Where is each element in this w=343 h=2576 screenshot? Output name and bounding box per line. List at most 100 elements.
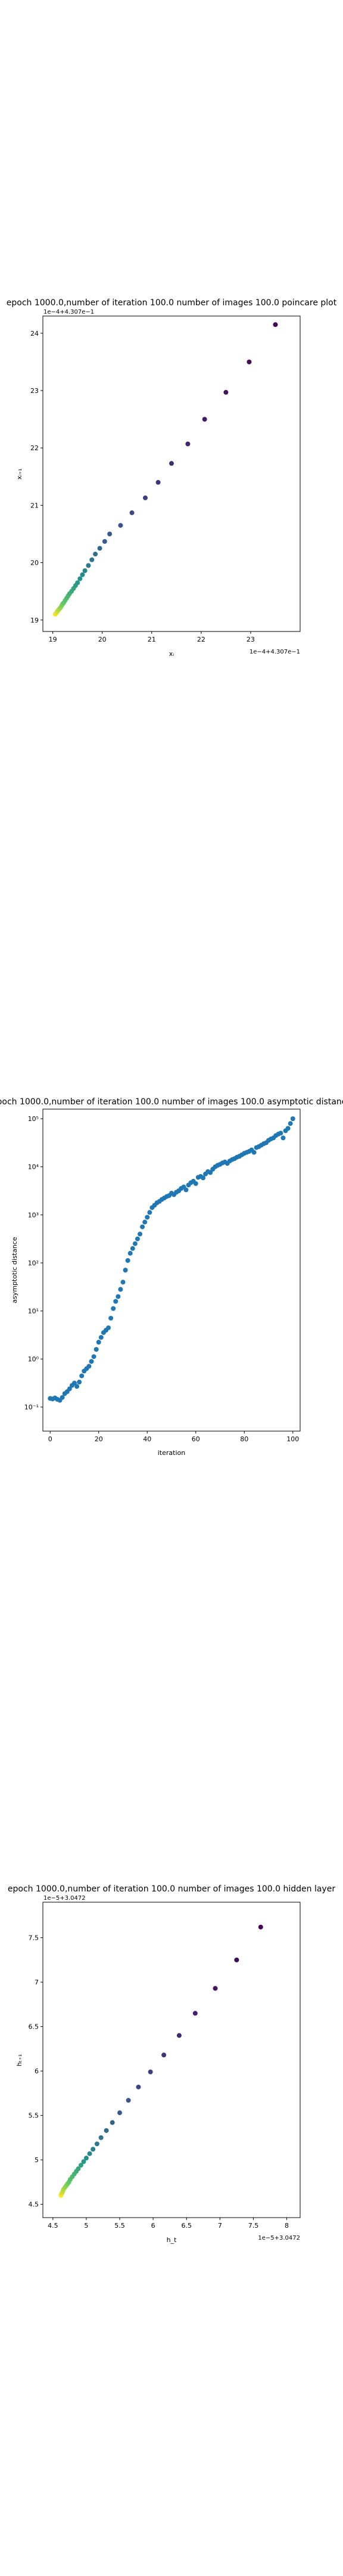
data-point: [94, 2141, 99, 2147]
data-point: [74, 1384, 80, 1389]
y-tick-label: 10³: [28, 1211, 39, 1219]
y-tick-label: 7.5: [29, 1934, 39, 1942]
data-point: [123, 1268, 128, 1272]
data-point: [185, 441, 191, 447]
data-point: [285, 1126, 291, 1131]
data-point: [98, 1335, 104, 1340]
y-tick-label: 6.5: [29, 2023, 39, 2031]
data-point: [273, 322, 278, 327]
data-point: [60, 1395, 65, 1400]
chart-title: epoch 1000.0,number of iteration 100.0 n…: [0, 1097, 343, 1107]
x-tick-label: 23: [247, 636, 255, 643]
data-point: [71, 1380, 77, 1386]
data-point: [192, 2011, 198, 2016]
data-point: [278, 1131, 283, 1136]
data-point: [107, 531, 113, 537]
data-point: [91, 2147, 96, 2152]
data-point: [102, 538, 107, 544]
data-point: [108, 1315, 114, 1321]
hidden-layer-chart: epoch 1000.0,number of iteration 100.0 n…: [8, 1884, 335, 2244]
x-tick-label: 5: [84, 2222, 88, 2230]
y-tick-label: 20: [30, 559, 39, 567]
y-tick-label: 24: [30, 330, 39, 338]
data-point: [75, 580, 80, 586]
x-scale-offset-label: 1e−4+4.307e−1: [250, 649, 300, 655]
x-tick-label: 60: [192, 1435, 200, 1443]
data-point: [138, 1231, 143, 1237]
x-tick-label: 21: [148, 636, 156, 643]
data-point: [113, 1299, 119, 1304]
data-point: [97, 546, 102, 551]
data-point: [140, 1224, 145, 1230]
x-tick-label: 8: [285, 2222, 289, 2230]
data-point: [258, 1924, 263, 1930]
corner-offset-label: 1e−5+3.0472: [43, 1895, 86, 1902]
data-point: [251, 1150, 257, 1155]
data-point: [82, 568, 88, 574]
data-point: [145, 1215, 150, 1220]
y-axis-label: asymptotic distance: [11, 1237, 18, 1303]
y-tick-label: 22: [30, 444, 39, 452]
data-point: [78, 2163, 83, 2168]
x-tick-label: 7: [218, 2222, 222, 2230]
y-tick-label: 21: [30, 501, 39, 509]
data-point: [98, 2135, 104, 2140]
data-point: [79, 1373, 85, 1379]
x-axis-label: h_t: [167, 2236, 177, 2244]
data-point: [136, 2084, 141, 2089]
x-tick-label: 80: [240, 1435, 248, 1443]
data-point: [202, 417, 207, 422]
data-point: [77, 1379, 82, 1385]
data-point: [161, 2052, 167, 2058]
x-tick-label: 0: [48, 1435, 52, 1443]
x-tick-label: 6.5: [181, 2222, 192, 2230]
y-tick-label: 10⁻¹: [24, 1404, 39, 1411]
y-tick-label: 6: [35, 2067, 39, 2075]
data-point: [86, 563, 91, 568]
plot-frame: [42, 315, 301, 632]
data-point: [89, 1359, 94, 1364]
y-tick-label: 7: [35, 1979, 39, 1986]
y-axis-label: xᵢ₊₁: [15, 469, 23, 480]
x-tick-label: 5.5: [114, 2222, 125, 2230]
y-tick-label: 5: [35, 2156, 39, 2164]
x-tick-label: 20: [98, 636, 107, 643]
y-tick-label: 4.5: [29, 2201, 39, 2209]
data-point: [155, 479, 161, 485]
data-point: [208, 1170, 213, 1175]
data-point: [80, 572, 85, 577]
y-tick-label: 5.5: [29, 2112, 39, 2120]
data-point: [76, 2166, 81, 2172]
y-tick-label: 10¹: [28, 1308, 39, 1315]
y-tick-label: 10⁰: [28, 1355, 39, 1363]
x-tick-label: 19: [49, 636, 57, 643]
data-point: [118, 523, 123, 528]
data-point: [81, 2159, 86, 2165]
data-point: [126, 2098, 131, 2103]
poincare-plot-chart: epoch 1000.0,number of iteration 100.0 n…: [7, 298, 337, 658]
chart-title: epoch 1000.0,number of iteration 100.0 n…: [8, 1884, 335, 1894]
x-axis-label: xᵢ: [169, 650, 174, 658]
data-point: [132, 1241, 138, 1246]
y-axis-label: hₜ₊₁: [15, 2054, 23, 2066]
data-point: [129, 510, 135, 515]
data-point: [200, 1175, 205, 1181]
data-point: [104, 2128, 109, 2133]
data-point: [96, 1339, 101, 1345]
data-point: [288, 1121, 293, 1126]
data-point: [234, 1957, 239, 1962]
data-point: [169, 461, 174, 466]
data-point: [67, 1386, 72, 1392]
data-point: [142, 495, 148, 500]
x-tick-label: 22: [197, 636, 205, 643]
data-point: [93, 552, 98, 557]
data-point: [147, 1210, 152, 1215]
asymptotic-distance-chart: epoch 1000.0,number of iteration 100.0 n…: [0, 1097, 343, 1457]
x-tick-label: 20: [95, 1435, 103, 1443]
x-tick-label: 4.5: [48, 2222, 58, 2230]
data-point: [91, 1354, 96, 1360]
data-point: [120, 1280, 126, 1285]
y-tick-label: 23: [30, 387, 39, 395]
data-point: [93, 1346, 99, 1352]
x-axis-label: iteration: [158, 1449, 185, 1457]
